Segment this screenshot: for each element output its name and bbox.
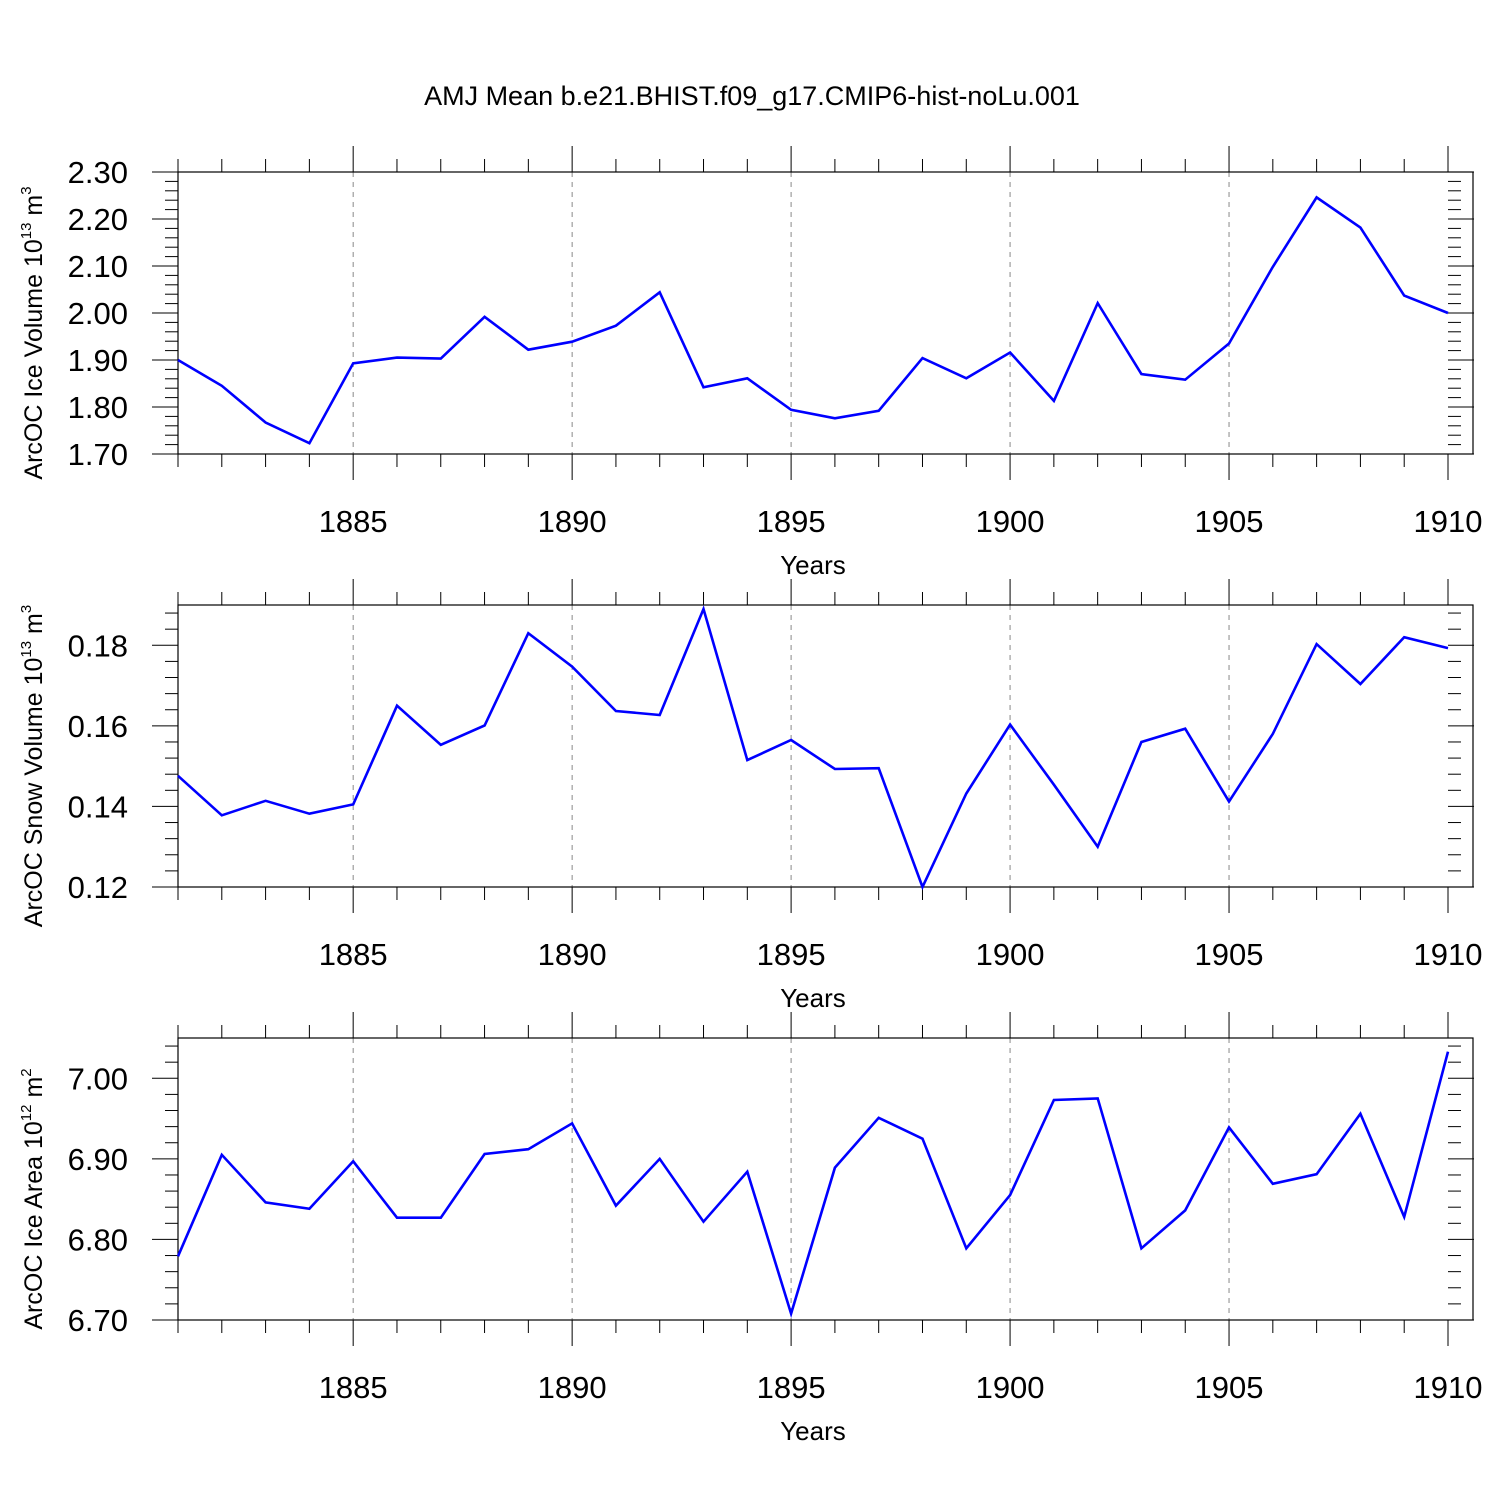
x-tick-label: 1905 bbox=[1195, 1370, 1264, 1405]
x-tick-label: 1895 bbox=[757, 1370, 826, 1405]
x-tick-label: 1890 bbox=[538, 1370, 607, 1405]
series-line-ice-area bbox=[176, 1051, 1450, 1319]
y-tick-label: 1.90 bbox=[68, 343, 128, 378]
x-axis-label: Years bbox=[780, 1416, 846, 1446]
y-tick-label: 2.00 bbox=[68, 296, 128, 331]
x-tick-label: 1910 bbox=[1414, 1370, 1483, 1405]
figure-title: AMJ Mean b.e21.BHIST.f09_g17.CMIP6-hist-… bbox=[424, 81, 1080, 111]
plot-frame bbox=[177, 1037, 1474, 1321]
panels: 1885 1890 1895 1900 1905 1910 1.70 1.80 1.90 2.00… bbox=[18, 146, 1482, 1446]
y-tick-label: 7.00 bbox=[68, 1061, 128, 1096]
panel-ice-volume: 1885 1890 1895 1900 1905 1910 1.70 1.80 1.90 2.00… bbox=[18, 146, 1482, 580]
y-tick-label: 1.70 bbox=[68, 437, 128, 472]
y-tick-label: 0.18 bbox=[68, 628, 128, 663]
x-tick-label: 1895 bbox=[757, 504, 826, 539]
y-tick-label: 2.30 bbox=[68, 155, 128, 190]
x-tick-label: 1900 bbox=[976, 937, 1045, 972]
y-tick-label: 6.70 bbox=[68, 1303, 128, 1338]
plot-frame bbox=[177, 604, 1474, 888]
x-axis-label: Years bbox=[780, 550, 846, 580]
y-tick-label: 2.20 bbox=[68, 202, 128, 237]
x-tick-label: 1895 bbox=[757, 937, 826, 972]
x-tick-label: 1885 bbox=[319, 937, 388, 972]
y-axis-label: ArcOC Ice Area 1012 m2 bbox=[18, 1068, 48, 1329]
x-tick-label: 1910 bbox=[1414, 504, 1483, 539]
x-tick-label: 1885 bbox=[319, 1370, 388, 1405]
x-tick-label: 1890 bbox=[538, 504, 607, 539]
y-tick-label: 6.80 bbox=[68, 1222, 128, 1257]
y-axis-label: ArcOC Snow Volume 1013 m3 bbox=[18, 605, 48, 927]
x-tick-label: 1885 bbox=[319, 504, 388, 539]
y-tick-label: 0.16 bbox=[68, 709, 128, 744]
panel-ice-area: 1885 1890 1895 1900 1905 1910 6.70 6.80 6.90 7.00… bbox=[18, 1012, 1482, 1446]
series-line-snow-volume bbox=[177, 605, 1449, 891]
y-tick-label: 0.14 bbox=[68, 789, 128, 824]
plot-frame bbox=[177, 171, 1474, 455]
y-axis-label: ArcOC Ice Volume 1013 m3 bbox=[18, 186, 48, 479]
y-tick-label: 2.10 bbox=[68, 249, 128, 284]
panel-snow-volume: 1885 1890 1895 1900 1905 1910 0.12 0.14 0.16 0.18… bbox=[18, 579, 1482, 1013]
y-tick-label: 6.90 bbox=[68, 1142, 128, 1177]
x-tick-label: 1890 bbox=[538, 937, 607, 972]
y-tick-label: 1.80 bbox=[68, 390, 128, 425]
x-tick-label: 1905 bbox=[1195, 937, 1264, 972]
x-tick-label: 1910 bbox=[1414, 937, 1483, 972]
series-line-ice-volume bbox=[177, 195, 1449, 445]
x-tick-label: 1900 bbox=[976, 504, 1045, 539]
y-tick-label: 0.12 bbox=[68, 870, 128, 905]
x-tick-label: 1900 bbox=[976, 1370, 1045, 1405]
x-axis-label: Years bbox=[780, 983, 846, 1013]
x-tick-label: 1905 bbox=[1195, 504, 1264, 539]
